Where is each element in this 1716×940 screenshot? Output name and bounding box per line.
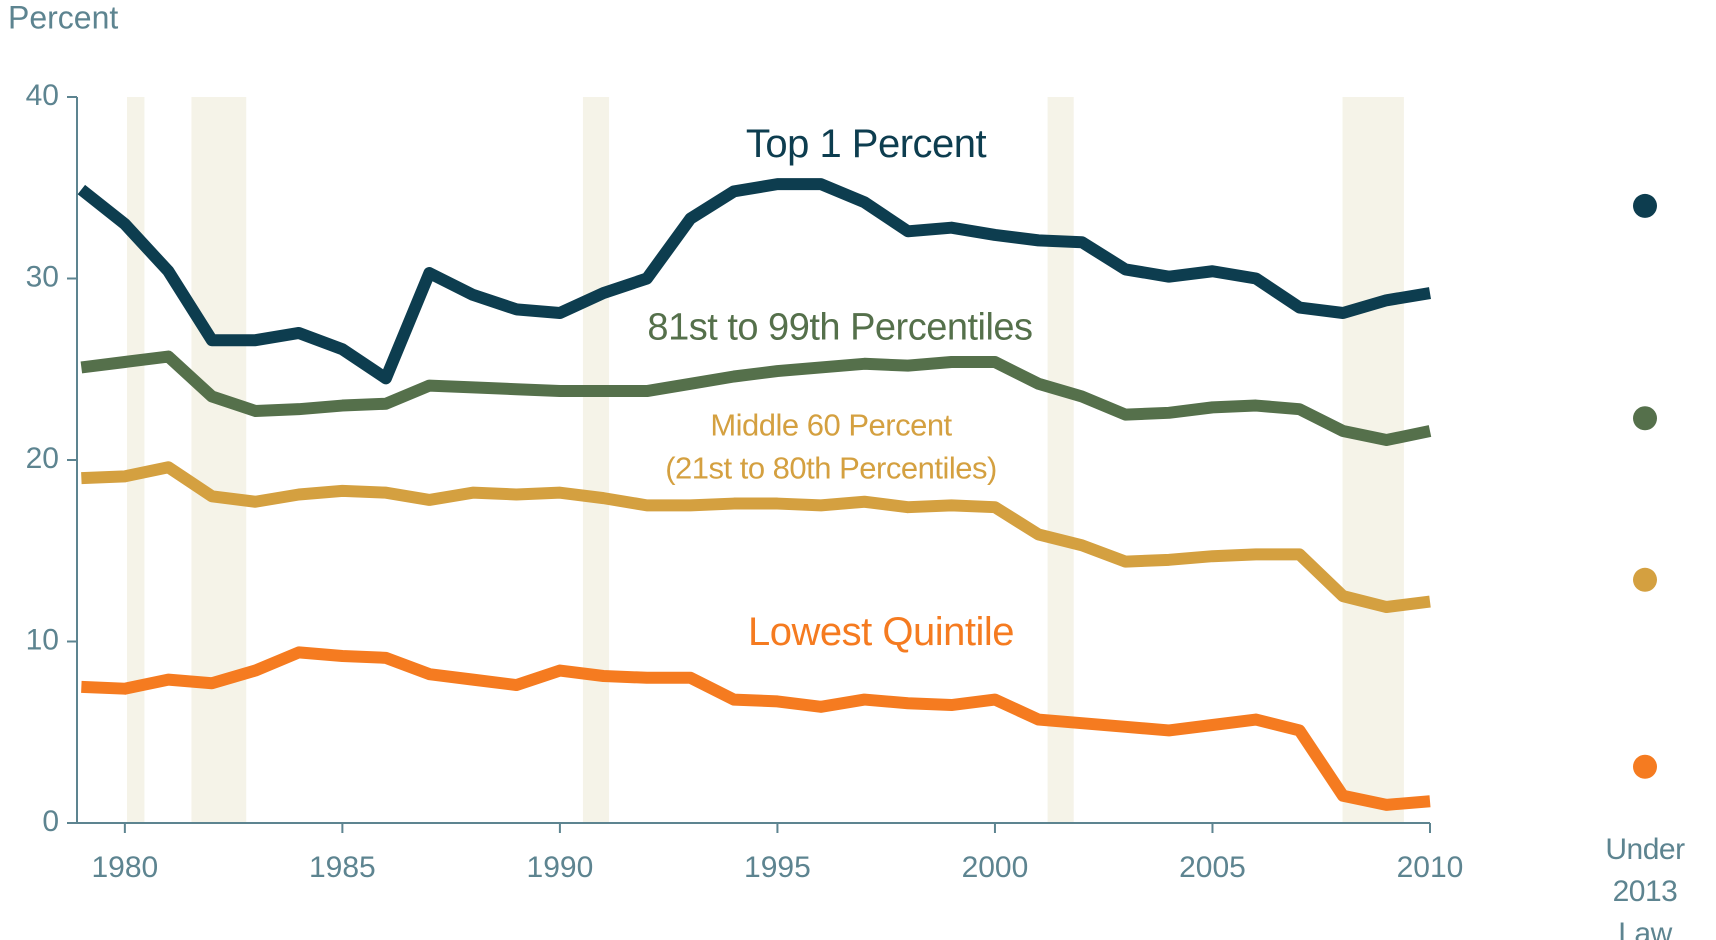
- y-tick-label: 30: [26, 260, 59, 293]
- series-line: [80, 350, 1432, 447]
- y-tick-label: 0: [42, 805, 59, 838]
- x-tick-label: 2000: [962, 851, 1029, 884]
- shaded-period: [1342, 97, 1404, 823]
- projection-dot: [1633, 406, 1657, 431]
- x-tick-label: 2010: [1397, 851, 1464, 884]
- shaded-period: [582, 97, 610, 823]
- projection-label: Under 2013 Law: [1605, 833, 1685, 940]
- y-tick-label: 10: [26, 623, 59, 656]
- y-tick-label: 20: [26, 442, 59, 475]
- x-tick-label: 1980: [91, 851, 158, 884]
- series-label: Lowest Quintile: [748, 610, 1014, 654]
- projection-dot: [1633, 754, 1657, 779]
- y-axis-title: Percent: [8, 0, 118, 35]
- series-label: Middle 60 Percent (21st to 80th Percenti…: [665, 407, 997, 486]
- series-label: Top 1 Percent: [745, 122, 987, 166]
- projection-dot: [1633, 193, 1657, 218]
- shaded-period: [127, 97, 145, 823]
- x-tick-label: 1985: [309, 851, 376, 884]
- shaded-period: [191, 97, 247, 823]
- x-tick-label: 1990: [527, 851, 594, 884]
- projection-dot: [1633, 567, 1657, 592]
- series-line: [81, 646, 1431, 811]
- series-line: [81, 461, 1431, 614]
- shaded-period: [1047, 97, 1074, 823]
- y-tick-label: 40: [26, 79, 59, 112]
- series-line: [77, 178, 1431, 385]
- x-tick-label: 1995: [744, 851, 811, 884]
- x-tick-label: 2005: [1179, 851, 1246, 884]
- series-label: 81st to 99th Percentiles: [647, 306, 1033, 349]
